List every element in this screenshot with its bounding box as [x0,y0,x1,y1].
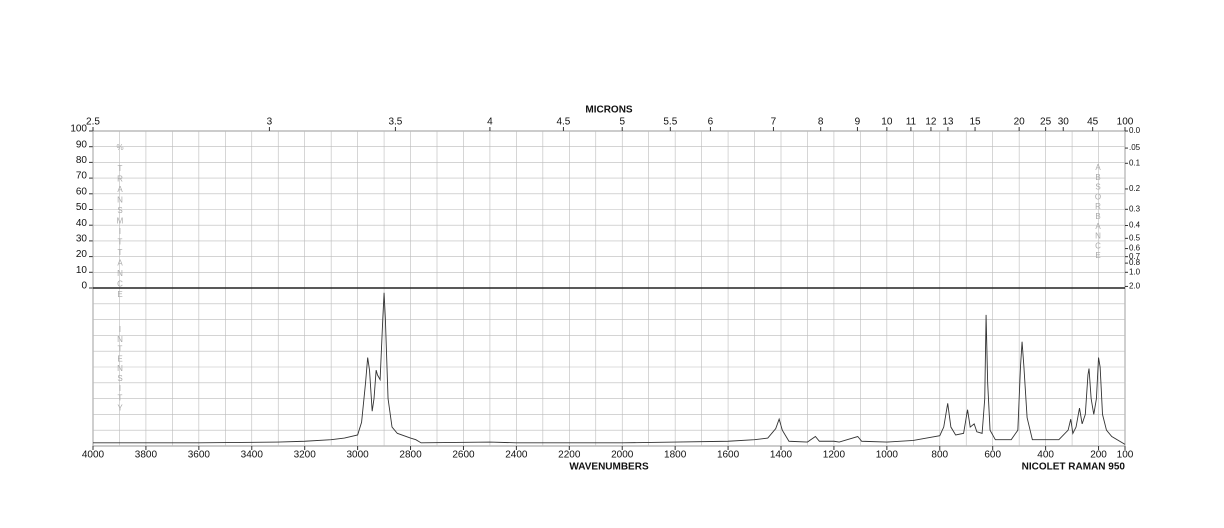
micron-tick-label: 4 [487,117,493,128]
x-tick-label: 200 [1090,450,1107,461]
micron-tick-label: 10 [881,117,893,128]
absorbance-tick-label: 0.6 [1129,244,1141,253]
x-tick-label: 1000 [876,450,899,461]
x-tick-label: 3600 [188,450,211,461]
micron-tick-label: 5.5 [663,117,677,128]
micron-axis-title: MICRONS [585,105,633,116]
x-tick-label: 1200 [823,450,846,461]
micron-tick-label: 13 [942,117,954,128]
y-tick-label: 50 [76,202,88,213]
y-tick-label: 30 [76,234,88,245]
x-tick-label: 2600 [452,450,475,461]
x-tick-label: 1800 [664,450,687,461]
y-tick-label: 70 [76,171,88,182]
x-tick-label: 1400 [770,450,793,461]
micron-tick-label: 9 [855,117,861,128]
x-tick-label: 1600 [717,450,740,461]
x-tick-label: 3200 [294,450,317,461]
micron-tick-label: 11 [906,117,917,128]
y-tick-label: 60 [76,186,88,197]
y-tick-label: 20 [76,249,88,260]
instrument-label: NICOLET RAMAN 950 [1022,462,1126,473]
micron-tick-label: 3 [267,117,273,128]
x-axis-title: WAVENUMBERS [569,462,649,473]
absorbance-tick-label: 0.5 [1129,233,1141,242]
micron-tick-label: 20 [1014,117,1026,128]
x-tick-label: 3800 [135,450,158,461]
x-tick-label: 400 [1037,450,1054,461]
y-tick-label: 40 [76,218,88,229]
y-tick-label: 0 [81,281,87,292]
y-tick-label: 100 [70,124,87,135]
y-tick-label: 90 [76,139,88,150]
absorbance-tick-label: 0.1 [1129,158,1141,167]
x-tick-label: 2400 [505,450,528,461]
x-tick-label: 800 [931,450,948,461]
x-tick-label: 100 [1117,450,1134,461]
absorbance-tick-label: 0.2 [1129,184,1141,193]
x-tick-label: 2800 [399,450,422,461]
micron-tick-label: 6 [708,117,714,128]
micron-tick-label: 30 [1058,117,1070,128]
absorbance-tick-label: 0.7 [1129,252,1141,261]
micron-tick-label: 8 [818,117,824,128]
micron-tick-label: 3.5 [388,117,402,128]
absorbance-tick-label: 0.8 [1129,258,1141,267]
absorbance-tick-label: 0.3 [1129,204,1141,213]
micron-tick-label: 25 [1040,117,1052,128]
x-tick-label: 600 [984,450,1001,461]
absorbance-tick-label: 1.0 [1129,267,1141,276]
x-tick-label: 2000 [611,450,634,461]
micron-tick-label: 45 [1087,117,1099,128]
micron-tick-label: 5 [619,117,625,128]
micron-tick-label: 12 [925,117,937,128]
spectrum-line [93,292,1126,445]
absorbance-tick-label: 0.4 [1129,221,1141,230]
y-tick-label: 10 [76,265,88,276]
absorbance-tick-label: .05 [1129,143,1141,152]
micron-tick-label: 4.5 [556,117,570,128]
micron-tick-label: 15 [969,117,981,128]
y-tick-label: 80 [76,155,88,166]
x-tick-label: 3000 [346,450,369,461]
x-tick-label: 2200 [558,450,581,461]
x-tick-label: 4000 [82,450,105,461]
micron-tick-label: 100 [1117,117,1134,128]
micron-tick-label: 2.5 [86,117,100,128]
micron-tick-label: 7 [771,117,777,128]
absorbance-tick-label: 0.0 [1129,126,1141,135]
absorbance-tick-label: 2.0 [1129,282,1141,291]
x-tick-label: 3400 [241,450,264,461]
